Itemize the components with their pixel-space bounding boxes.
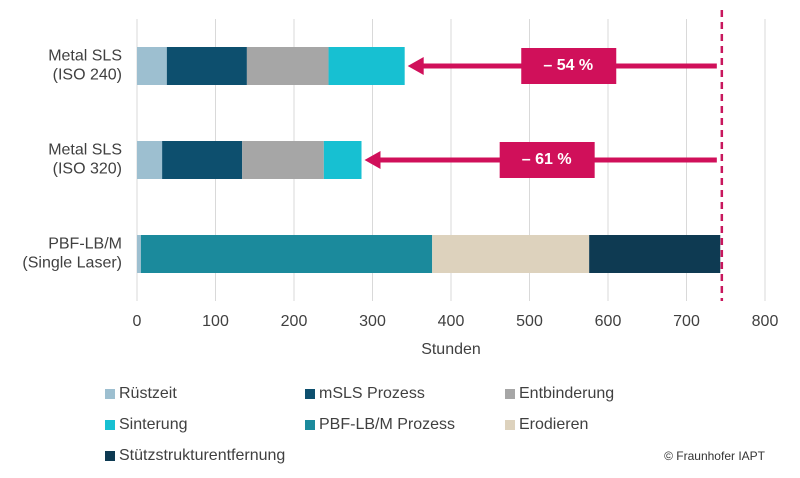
x-axis-label: Stunden <box>421 341 481 358</box>
legend-label: mSLS Prozess <box>319 385 425 402</box>
legend-label: Stützstrukturentfernung <box>119 447 285 464</box>
arrow-head <box>407 57 424 75</box>
legend-swatch <box>105 451 115 461</box>
legend-label: Rüstzeit <box>119 385 177 402</box>
legend-swatch <box>305 420 315 430</box>
x-tick-label: 200 <box>281 313 308 330</box>
y-tick-label: Metal SLS (ISO 240) <box>48 48 122 84</box>
x-tick-label: 500 <box>516 313 543 330</box>
annotation-box <box>521 48 617 84</box>
bar-segment <box>140 235 433 273</box>
bar-segment <box>242 141 324 179</box>
legend-label: Erodieren <box>519 416 588 433</box>
legend-swatch <box>305 389 315 399</box>
x-tick-label: 100 <box>202 313 229 330</box>
bar-segment <box>162 141 243 179</box>
legend-label: Sinterung <box>119 416 188 433</box>
x-tick-label: 700 <box>673 313 700 330</box>
legend-swatch <box>505 420 515 430</box>
y-tick-label: Metal SLS (ISO 320) <box>48 142 122 178</box>
x-tick-label: 600 <box>595 313 622 330</box>
bar-segment <box>166 47 247 85</box>
bar-segment <box>137 141 163 179</box>
legend-swatch <box>105 420 115 430</box>
arrow-head <box>364 151 381 169</box>
x-tick-label: 0 <box>133 313 142 330</box>
x-tick-label: 300 <box>359 313 386 330</box>
legend-swatch <box>105 389 115 399</box>
bar-segment <box>246 47 329 85</box>
legend-swatch <box>505 389 515 399</box>
annotation: – 61 % <box>522 151 572 168</box>
bar-segment <box>328 47 405 85</box>
bar-segment <box>137 235 141 273</box>
legend-label: PBF-LB/M Prozess <box>319 416 455 433</box>
bar-segment <box>589 235 721 273</box>
y-tick-label: PBF-LB/M (Single Laser) <box>22 236 122 272</box>
credit: © Fraunhofer IAPT <box>664 449 766 463</box>
annotation: – 54 % <box>543 57 593 74</box>
bar-segment <box>137 47 167 85</box>
bar-segment <box>323 141 362 179</box>
bar-segment <box>432 235 590 273</box>
annotation-box <box>499 142 595 178</box>
legend-label: Entbinderung <box>519 385 614 402</box>
x-tick-label: 400 <box>438 313 465 330</box>
x-tick-label: 800 <box>752 313 779 330</box>
